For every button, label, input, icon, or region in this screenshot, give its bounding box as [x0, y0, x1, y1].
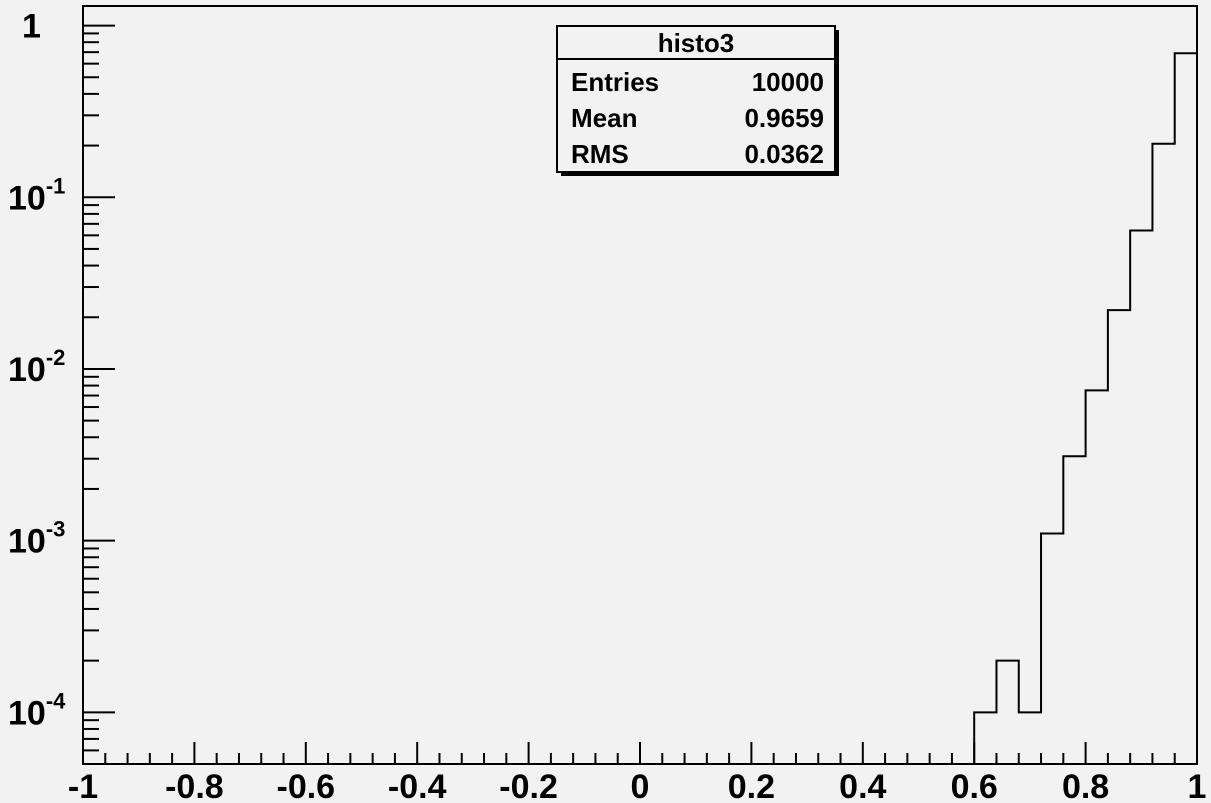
x-tick-label: 0.2 [728, 768, 775, 803]
stats-mean-value: 0.9659 [744, 103, 824, 133]
histogram-bars [973, 52, 1198, 764]
histogram-bar [996, 661, 1018, 764]
histogram-outline [973, 52, 1198, 764]
y-axis: 1 10-1 10-2 10-3 10-4 [8, 8, 115, 765]
histogram-bar [1041, 534, 1063, 764]
x-tick-label: 0.6 [951, 768, 998, 803]
histogram-bar [974, 712, 996, 764]
x-tick-label: 1 [1188, 768, 1207, 803]
stats-rms-label: RMS [571, 139, 629, 169]
x-tick-label: -0.2 [499, 768, 558, 803]
histogram-bar [1108, 310, 1130, 764]
x-tick-label: 0.4 [839, 768, 886, 803]
histogram-bar [1130, 231, 1152, 764]
x-tick-label: -0.6 [277, 768, 336, 803]
stats-box-frame [556, 25, 836, 173]
histogram-bar [1019, 712, 1041, 764]
histogram-bar [1175, 53, 1197, 764]
histogram-bar [1086, 390, 1108, 764]
stats-mean-label: Mean [571, 103, 637, 133]
stats-entries-value: 10000 [752, 67, 824, 97]
x-tick-label: -1 [68, 768, 98, 803]
y-tick-label: 10-4 [8, 688, 66, 732]
stats-rms-value: 0.0362 [744, 139, 824, 169]
x-tick-label: 0.8 [1062, 768, 1109, 803]
y-tick-label: 10-3 [8, 517, 65, 561]
stats-title: histo3 [658, 28, 735, 58]
histogram-bar [1063, 456, 1085, 764]
x-tick-label: -0.8 [165, 768, 224, 803]
y-tick-label: 10-2 [8, 345, 65, 389]
histogram-bar [1152, 144, 1174, 764]
stats-entries-label: Entries [571, 67, 659, 97]
y-tick-label: 1 [22, 8, 41, 46]
y-tick-label: 10-1 [8, 173, 65, 217]
x-axis: -1 -0.8 -0.6 -0.4 -0.2 0 0.2 0.4 0.6 0.8 1 [68, 742, 1207, 803]
x-tick-label: 0 [631, 768, 650, 803]
stats-box: histo3 Entries 10000 Mean 0.9659 RMS 0.0… [556, 25, 839, 176]
x-tick-label: -0.4 [388, 768, 447, 803]
